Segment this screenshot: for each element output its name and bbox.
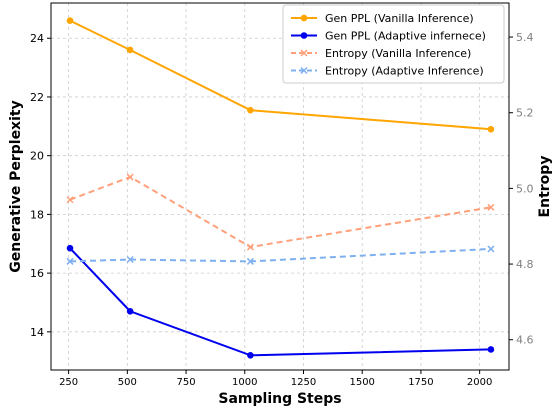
legend-marker [300, 66, 308, 75]
data-point [487, 203, 495, 211]
data-point [246, 257, 254, 265]
legend-marker [300, 49, 308, 57]
legend-marker [300, 32, 308, 39]
legend: Gen PPL (Vanilla Inference) Gen PPL (Adap… [282, 4, 505, 84]
x-tick-label: 1750 [408, 377, 433, 388]
y-tick-label-left: 18 [30, 208, 44, 221]
y-axis-label-left: Generative Perplexity [8, 100, 24, 272]
x-tick-label: 2000 [467, 377, 492, 388]
data-point [247, 106, 254, 114]
data-point [126, 255, 134, 264]
legend-label: Entropy (Adaptive Inference) [325, 65, 484, 78]
x-tick-label: 1250 [291, 377, 316, 388]
data-point [487, 245, 495, 253]
data-point [487, 346, 495, 353]
legend-label: Gen PPL (Adaptive infernece) [325, 30, 486, 43]
series-line-4 [69, 247, 491, 263]
series-line-3 [69, 175, 492, 249]
data-point [66, 257, 74, 265]
x-tick-label: 1000 [232, 377, 257, 388]
y-tick-label-left: 14 [30, 326, 44, 339]
legend-label: Entropy (Vanilla Inference) [325, 47, 471, 60]
y-tick-label-left: 22 [30, 91, 44, 104]
y-tick-label-right: 5.0 [516, 182, 534, 195]
y-tick-label-left: 24 [30, 32, 44, 45]
series-line-1 [69, 19, 491, 131]
series-line-2 [69, 247, 491, 357]
y-tick-label-right: 4.8 [516, 258, 534, 271]
y-tick-label-right: 4.6 [516, 334, 534, 347]
data-point [247, 352, 254, 359]
y-tick-label-right: 5.4 [516, 31, 534, 44]
data-point [66, 196, 74, 204]
data-point [126, 173, 134, 181]
data-point [487, 125, 495, 133]
series-layer [66, 17, 495, 359]
plot-frame [50, 2, 510, 371]
y-tick-label-left: 20 [30, 150, 44, 163]
legend-label: Gen PPL (Vanilla Inference) [325, 12, 474, 25]
ticks-layer: 250 500 750 1000 1250 1500 1750 2000 14 16 18 20 22 2… [30, 31, 534, 388]
x-tick-label: 1500 [349, 377, 374, 388]
x-tick-label: 500 [118, 377, 137, 388]
data-point [66, 17, 74, 24]
data-point [126, 46, 134, 54]
y-tick-label-right: 5.2 [516, 107, 534, 120]
y-axis-label-right: Entropy [537, 156, 553, 218]
legend-box [282, 4, 505, 84]
x-tick-label: 750 [177, 377, 196, 388]
data-point [246, 243, 254, 251]
x-tick-label: 250 [59, 377, 78, 388]
legend-marker [300, 14, 308, 22]
data-point [66, 244, 74, 252]
y-tick-label-left: 16 [30, 267, 44, 280]
data-point [126, 307, 134, 315]
x-axis-label: Sampling Steps [218, 391, 341, 407]
